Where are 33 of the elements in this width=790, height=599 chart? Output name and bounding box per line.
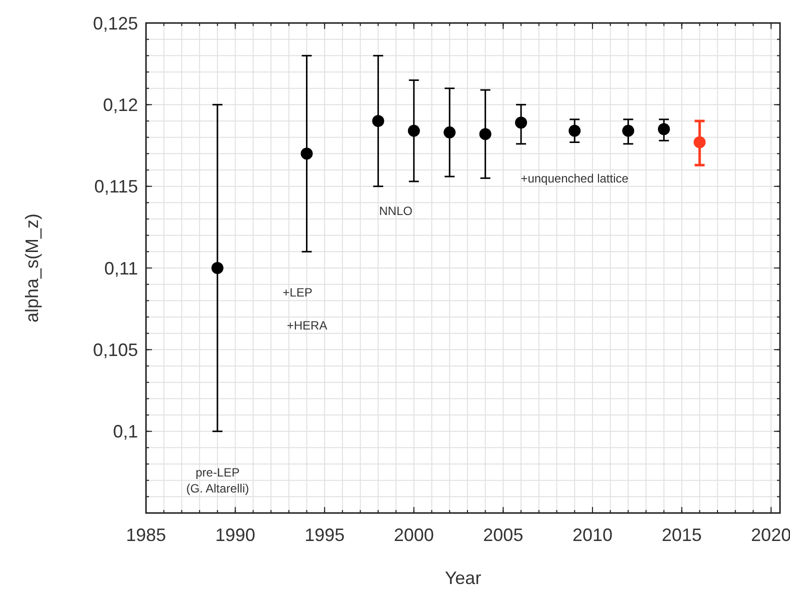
point: [658, 123, 670, 136]
x-tick-label: 2020: [751, 525, 790, 545]
y-tick-label: 0,12: [102, 94, 138, 115]
y-tick-label: 0,11: [104, 258, 138, 278]
point: [515, 116, 528, 129]
x-tick-label: 1985: [126, 525, 166, 545]
annotation: +unquenched lattice: [520, 172, 629, 186]
point: [408, 124, 420, 137]
y-tick-label: 0,1: [112, 422, 138, 442]
point: [568, 124, 581, 137]
y-tick-label: 0,115: [94, 176, 138, 197]
point: [372, 115, 384, 127]
point: [694, 136, 706, 148]
x-tick-label: 1995: [304, 525, 345, 545]
x-tick-label: 2000: [394, 525, 434, 545]
x-tick-label: 2015: [662, 525, 702, 545]
x-tick-label: 2010: [572, 525, 612, 545]
annotation: pre-LEP: [196, 466, 240, 480]
annotation: (G. Altarelli): [186, 482, 249, 496]
point: [300, 148, 313, 160]
x-tick-label: 1990: [215, 525, 256, 545]
x-axis-title: Year: [444, 568, 482, 588]
annotation: NNLO: [379, 204, 412, 218]
point: [479, 128, 492, 140]
y-tick-label: 0,105: [92, 340, 138, 360]
annotation: +LEP: [282, 286, 312, 300]
annotation: +HERA: [286, 318, 328, 333]
point: [622, 124, 634, 137]
x-tick-label: 2005: [483, 525, 524, 545]
point: [211, 262, 224, 274]
point: [444, 126, 456, 138]
y-axis-title: alpha_s(M_z): [22, 213, 42, 323]
y-tick-label: 0,125: [92, 13, 138, 34]
